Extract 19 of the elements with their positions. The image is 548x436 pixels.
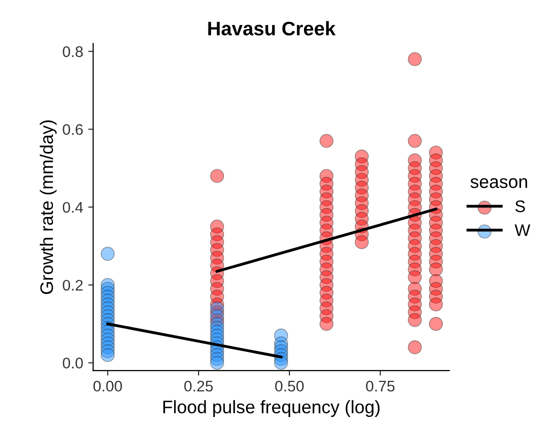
x-tick-label: 0.25	[184, 380, 213, 392]
legend-label: S	[515, 200, 525, 212]
y-tick-label: 0.2	[62, 280, 83, 291]
x-tick-label: 0.00	[93, 380, 122, 392]
x-axis-title: Flood pulse frequency (log)	[163, 400, 380, 417]
point	[210, 356, 224, 370]
point	[100, 246, 115, 261]
y-tick-label: 0.6	[62, 124, 83, 135]
x-tick-label: 0.75	[366, 380, 395, 392]
point	[274, 356, 288, 370]
y-tick-label: 0.8	[62, 46, 83, 58]
point	[100, 348, 115, 362]
chart-title: Havasu Creek	[208, 21, 336, 36]
y-tick-label: 0.4	[62, 202, 83, 213]
legend-title: season	[470, 178, 528, 188]
y-tick-label: 0.0	[62, 358, 83, 368]
x-tick-label: 0.50	[275, 380, 304, 392]
legend-label: W	[514, 224, 530, 236]
y-axis-title: Growth rate (mm/day)	[40, 120, 57, 294]
